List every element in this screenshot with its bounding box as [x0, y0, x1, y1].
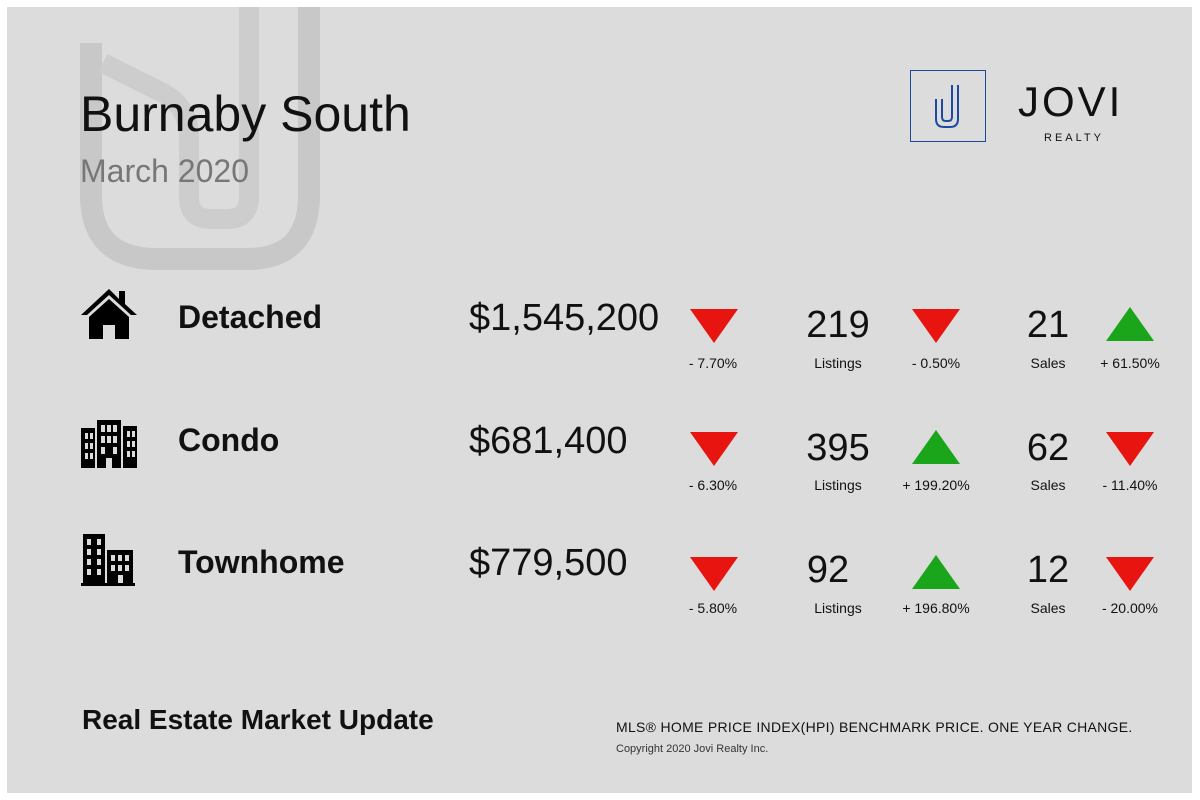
- sales-label: Sales: [1030, 355, 1066, 371]
- price-change: - 6.30%: [688, 477, 738, 493]
- listings-change: + 196.80%: [902, 600, 970, 616]
- listings-change: - 0.50%: [911, 355, 961, 371]
- sales-count: 21: [1026, 304, 1070, 346]
- benchmark-price: $1,545,200: [469, 297, 660, 339]
- listings-trend-down-icon: [912, 309, 960, 343]
- watermark-logo-icon: [80, 7, 320, 270]
- townhome-row: Townhome $779,500 - 5.80% 92 Listings + …: [7, 532, 1192, 642]
- sales-trend-up-icon: [1106, 307, 1154, 341]
- category-label: Detached: [178, 299, 323, 335]
- copyright-notice: Copyright 2020 Jovi Realty Inc.: [616, 743, 769, 755]
- sales-count: 12: [1026, 549, 1070, 591]
- listings-change: + 199.20%: [902, 477, 970, 493]
- listings-count: 92: [806, 549, 850, 591]
- benchmark-price: $681,400: [469, 420, 628, 462]
- logo-mark-icon: [910, 70, 986, 142]
- condo-row: Condo $681,400 - 6.30% 395 Listings + 19…: [7, 410, 1192, 520]
- logo-tagline: REALTY: [1044, 132, 1104, 144]
- sales-label: Sales: [1030, 477, 1066, 493]
- price-trend-down-icon: [690, 557, 738, 591]
- price-trend-down-icon: [690, 309, 738, 343]
- sales-label: Sales: [1030, 600, 1066, 616]
- category-label: Townhome: [178, 544, 345, 580]
- listings-label: Listings: [814, 477, 862, 493]
- listings-trend-up-icon: [912, 430, 960, 464]
- listings-count: 395: [806, 427, 870, 469]
- price-change: - 7.70%: [688, 355, 738, 371]
- category-label: Condo: [178, 422, 280, 458]
- price-change: - 5.80%: [688, 600, 738, 616]
- footer-title: Real Estate Market Update: [82, 704, 434, 735]
- sales-count: 62: [1026, 427, 1070, 469]
- listings-count: 219: [806, 304, 870, 346]
- market-update-card: Burnaby South March 2020 JOVI REALTY Det…: [7, 7, 1192, 793]
- house-icon: [81, 289, 137, 339]
- sales-change: - 11.40%: [1102, 477, 1158, 493]
- detached-row: Detached $1,545,200 - 7.70% 219 Listings…: [7, 287, 1192, 397]
- condo-building-icon: [81, 420, 137, 468]
- sales-change: + 61.50%: [1100, 355, 1160, 371]
- sales-change: - 20.00%: [1101, 600, 1159, 616]
- listings-trend-up-icon: [912, 555, 960, 589]
- page-title: Burnaby South: [80, 86, 411, 142]
- logo-name: JOVI: [1018, 78, 1124, 125]
- price-trend-down-icon: [690, 432, 738, 466]
- sales-trend-down-icon: [1106, 557, 1154, 591]
- benchmark-price: $779,500: [469, 542, 628, 584]
- listings-label: Listings: [814, 355, 862, 371]
- sales-trend-down-icon: [1106, 432, 1154, 466]
- hpi-footnote: MLS® HOME PRICE INDEX(HPI) BENCHMARK PRI…: [616, 719, 1133, 735]
- jovi-realty-logo: JOVI REALTY: [910, 70, 1150, 150]
- page-subtitle: March 2020: [80, 153, 249, 189]
- listings-label: Listings: [814, 600, 862, 616]
- townhome-building-icon: [81, 534, 135, 586]
